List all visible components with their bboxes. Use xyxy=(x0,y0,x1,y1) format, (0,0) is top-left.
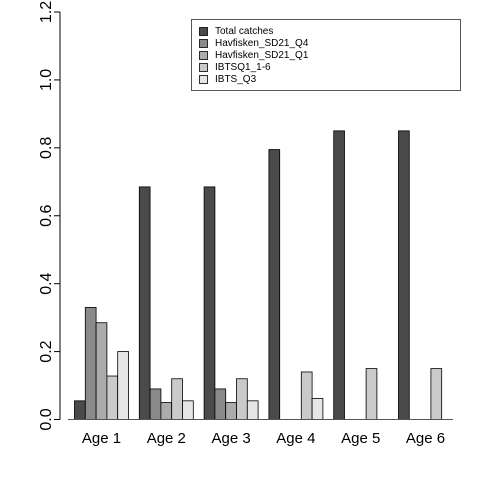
x-tick-label: Age 1 xyxy=(82,430,121,447)
y-tick-label: 0.2 xyxy=(38,340,55,362)
legend-swatch xyxy=(199,39,208,48)
bar-4-3 xyxy=(365,368,378,420)
x-tick-label: Age 6 xyxy=(406,430,445,447)
bar-0-1 xyxy=(84,307,97,420)
legend-label: IBTS_Q3 xyxy=(215,74,257,85)
bars xyxy=(74,130,443,420)
bar-0-4 xyxy=(117,351,129,420)
legend-label: Havfisken_SD21_Q4 xyxy=(215,38,309,49)
bar-1-1 xyxy=(149,388,162,420)
bar-5-0 xyxy=(398,130,410,420)
legend-swatch xyxy=(199,27,208,36)
x-tick-label: Age 2 xyxy=(147,430,186,447)
bar-2-4 xyxy=(246,400,259,420)
bar-0-0 xyxy=(74,400,86,420)
bar-0-3 xyxy=(106,375,119,420)
bar-2-3 xyxy=(236,378,248,420)
legend-label: Havfisken_SD21_Q1 xyxy=(215,50,309,61)
bar-3-3 xyxy=(300,371,313,420)
bar-0-2 xyxy=(95,322,108,420)
bar-2-1 xyxy=(214,388,227,420)
legend-swatch xyxy=(199,75,208,84)
bar-2-0 xyxy=(203,186,216,420)
legend-box xyxy=(191,19,461,91)
bar-2-2 xyxy=(225,402,237,420)
bar-1-3 xyxy=(171,378,183,420)
bar-4-0 xyxy=(333,130,345,420)
legend: Total catchesHavfisken_SD21_Q4Havfisken_… xyxy=(191,19,461,91)
legend-label: Total catches xyxy=(215,26,273,37)
legend-label: IBTSQ1_1-6 xyxy=(215,62,271,73)
legend-swatch xyxy=(199,63,208,72)
y-tick-label: 0.8 xyxy=(38,137,55,159)
y-tick-label: 0.4 xyxy=(38,272,55,294)
legend-swatch xyxy=(199,51,208,60)
y-axis: 0.0 0.2 0.4 0.6 0.8 1.0 1.2 xyxy=(38,1,61,431)
y-tick-label: 1.2 xyxy=(38,1,55,23)
y-tick-label: 1.0 xyxy=(38,69,55,91)
x-tick-label: Age 3 xyxy=(211,430,250,447)
bar-1-4 xyxy=(182,400,194,420)
bar-3-0 xyxy=(268,149,281,420)
bar-5-3 xyxy=(430,368,443,420)
x-tick-label: Age 4 xyxy=(276,430,315,447)
bar-3-4 xyxy=(311,398,324,420)
y-tick-label: 0.6 xyxy=(38,205,55,227)
y-tick-label: 0.0 xyxy=(38,408,55,430)
bar-1-2 xyxy=(160,402,173,420)
bar-1-0 xyxy=(138,186,151,420)
x-tick-label: Age 5 xyxy=(341,430,380,447)
x-axis-labels: Age 1 Age 2 Age 3 Age 4 Age 5 Age 6 xyxy=(82,430,445,447)
